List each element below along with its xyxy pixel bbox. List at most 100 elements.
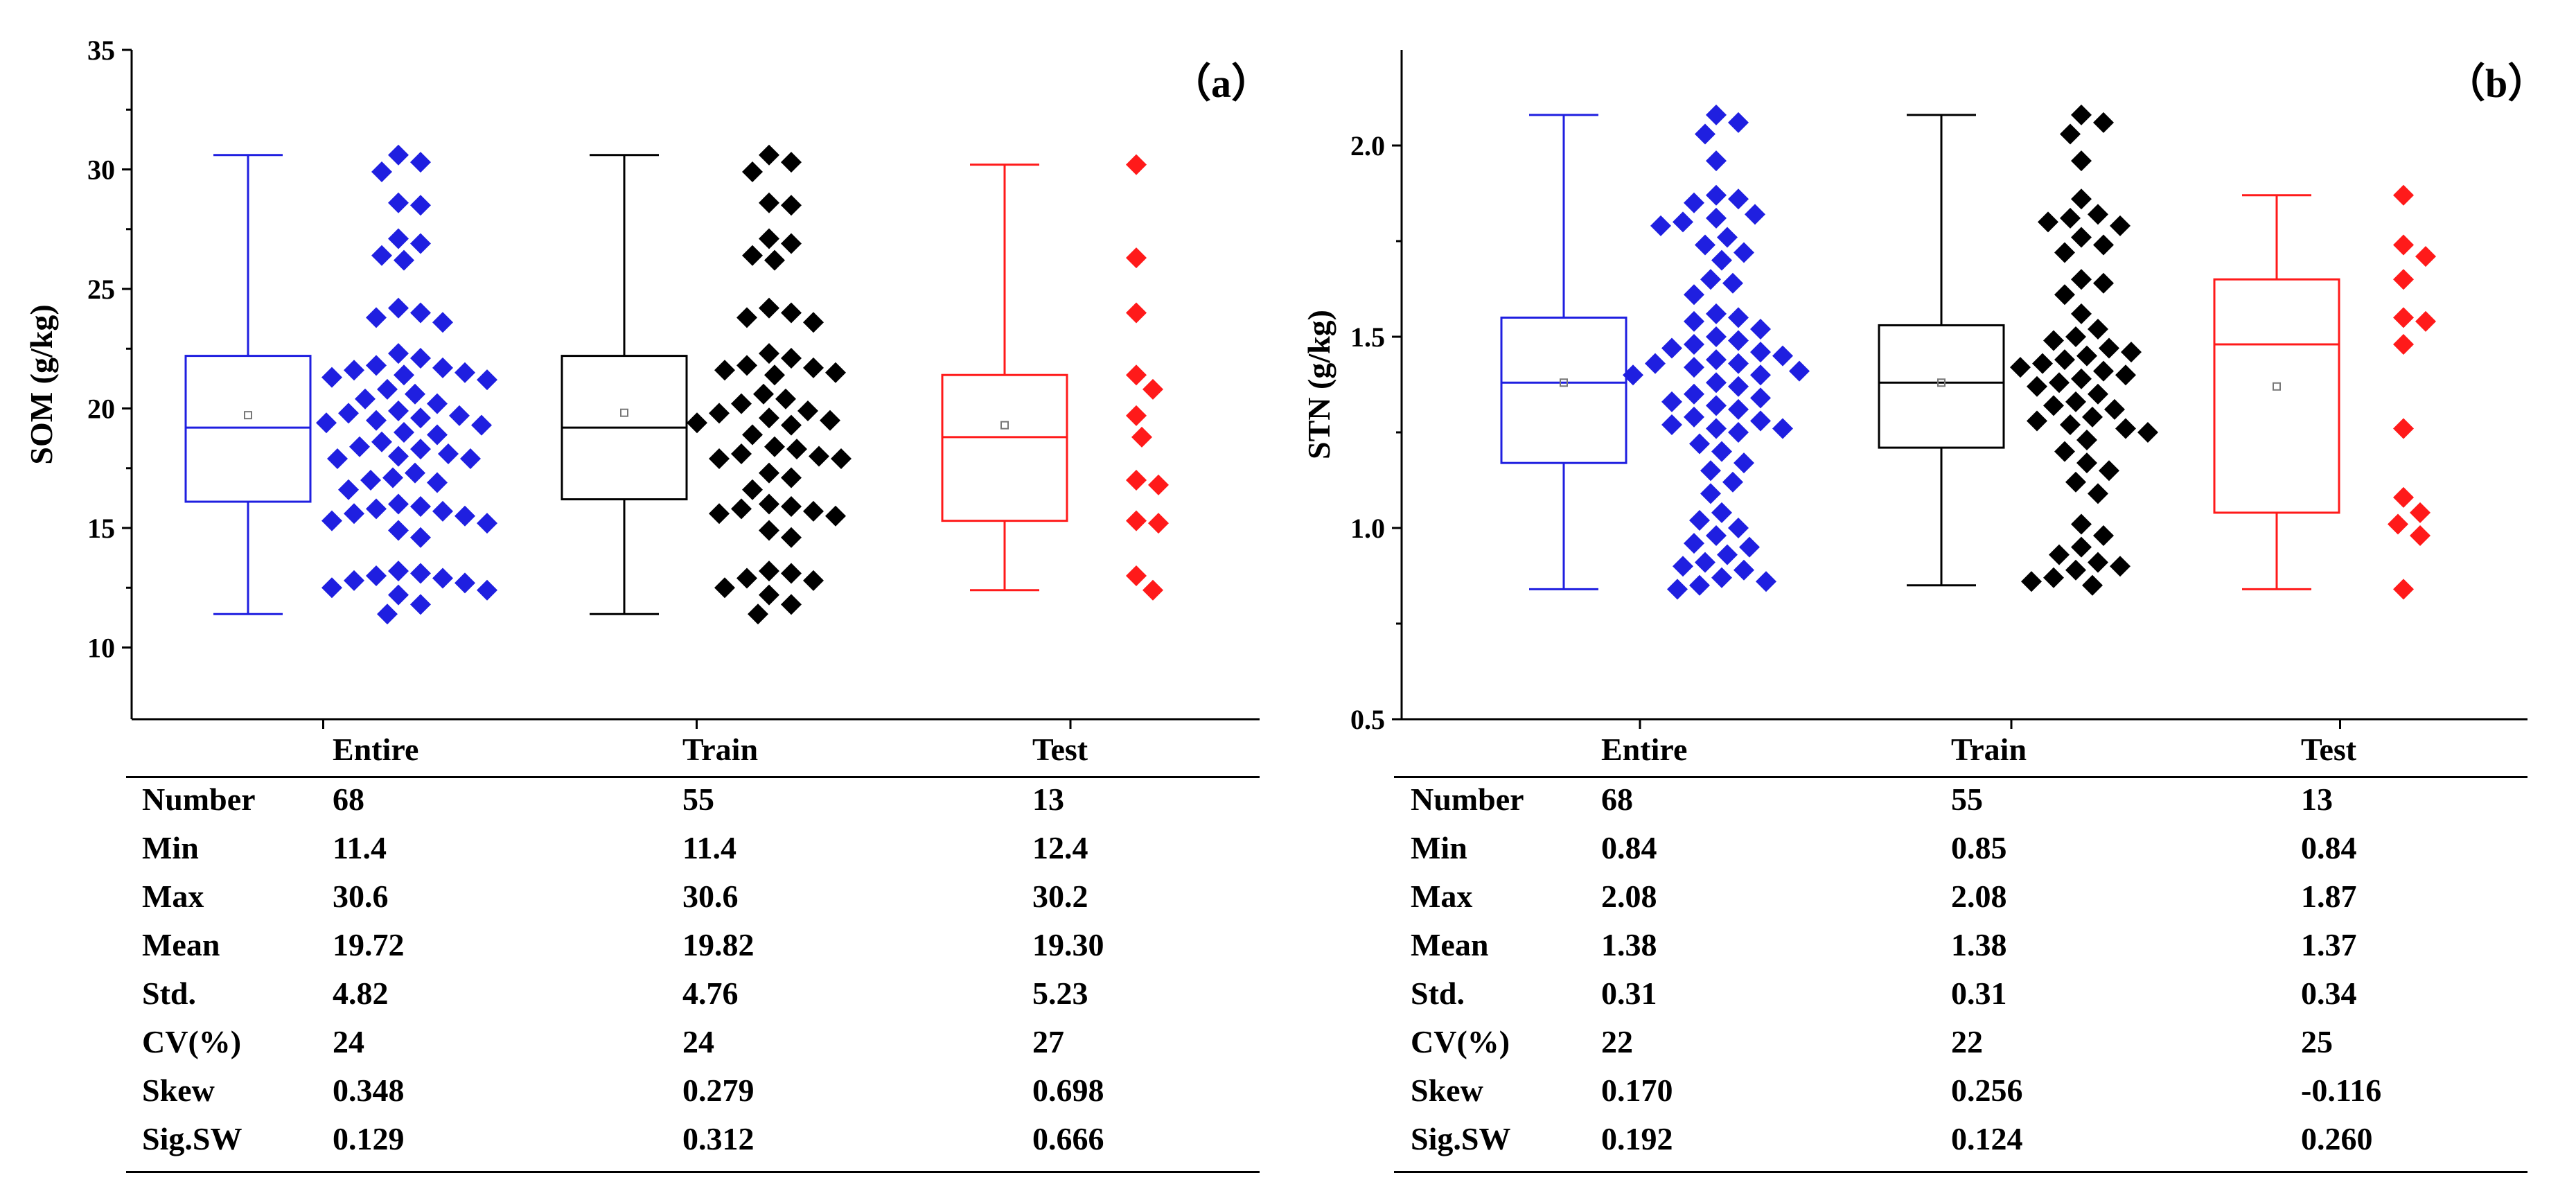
panel-a-table-column-header: Entire [333,732,419,767]
panel-a-table-column-header: Train [682,732,759,767]
panel-b-point-entire [1706,184,1727,206]
panel-a-point-entire [388,297,409,319]
panel-a-point-entire [338,479,359,500]
panel-b-table-corner [1411,724,1601,775]
panel-b-point-entire [1684,310,1704,332]
panel-b-point-train [2065,471,2086,493]
panel-b-point-train [2088,483,2108,504]
panel-a-plot: 10 15 20 25 30 35 SOM (g/kg) （a） [24,35,1271,729]
panel-a-point-train [803,570,824,591]
panel-a-point-train [797,400,818,421]
panel-a-point-train [759,462,779,484]
panel-b-point-train [2071,227,2092,248]
panel-b-chart: 0.5 1.0 1.5 2.0 STN (g/kg) （b） [1301,50,2548,735]
panel-b-point-train [2071,303,2092,324]
panel-a-table-cell: 0.666 [1032,1121,1104,1156]
panel-a-point-entire [477,579,497,601]
panel-a-point-entire [394,422,414,443]
panel-b-point-train [2110,556,2131,577]
panel-a-table-column-header: Test [1032,732,1088,767]
panel-b-table-cell: 68 [1601,782,1633,817]
panel-a-point-entire [410,527,431,548]
panel-a-table-row-label: Sig.SW [142,1121,242,1156]
panel-a-table-cell: 24 [682,1024,714,1059]
panel-b-table-cell: 2.08 [1951,879,2007,914]
panel-a-point-train [764,436,785,457]
panel-b-point-train [2071,368,2092,389]
panel-a-point-train [759,297,779,319]
panel-b-table-row: Sig.SW 0.192 0.124 0.260 [1411,1115,2509,1163]
panel-a-point-entire [460,448,481,469]
panel-b-point-train [2137,422,2158,443]
panel-b-point-entire [1661,337,1682,359]
panel-b-table-cell: 0.256 [1951,1073,2023,1108]
panel-a-point-train [742,479,763,500]
panel-a-y-tick-label: 20 [87,394,115,425]
panel-a-table-cell: 55 [682,782,714,817]
panel-b-point-entire [1667,579,1688,600]
panel-a-table-cell: 12.4 [1032,830,1088,865]
panel-b-point-entire [1673,556,1693,577]
panel-b-table-cell: 0.34 [2301,976,2357,1011]
panel-a-point-entire [427,424,448,446]
panel-b-point-train [2093,112,2114,133]
panel-a-point-entire [388,493,409,515]
panel-a-point-test [1148,474,1169,495]
panel-b-y-tick-label: 1.0 [1350,513,1385,544]
panel-a-point-entire [427,393,448,414]
panel-a-point-entire [388,520,409,541]
panel-b-point-entire [1684,284,1704,306]
panel-b-table-cell: 0.31 [1951,976,2007,1011]
panel-b-point-test [2393,234,2414,256]
panel-b-point-train [2110,215,2131,236]
panel-b-point-entire [1623,364,1643,386]
panel-b-point-entire [1728,398,1749,420]
panel-a-point-train [731,498,752,520]
panel-b-box-entire [1500,316,1627,464]
panel-b-y-tick-label: 0.5 [1350,704,1385,735]
panel-a-point-train [753,383,774,405]
panel-a-point-entire [371,245,392,266]
panel-a-point-test [1126,470,1147,491]
panel-b-point-entire [1733,242,1754,263]
panel-a-table-cell: 0.312 [682,1121,755,1156]
panel-b-point-train [2021,571,2042,592]
panel-a-point-train [759,493,779,515]
panel-a-point-test [1126,565,1147,586]
panel-b-point-entire [1684,334,1704,355]
panel-b-table-cell: 0.124 [1951,1121,2023,1156]
panel-a-table-cell: 30.2 [1032,879,1088,914]
panel-a-point-test [1143,579,1163,601]
panel-a-point-train [831,448,852,469]
panel-a-point-train [731,393,752,414]
panel-a-point-entire [394,364,414,386]
panel-b-table-cell: 1.38 [1951,927,2007,962]
panel-a-point-train [809,446,829,467]
panel-b-point-train [2043,330,2064,351]
panel-b-point-train [2065,391,2086,412]
panel-b-table-row-label: Std. [1411,976,1465,1011]
panel-b-point-train [2032,353,2053,374]
panel-b-point-train [2088,318,2108,340]
panel-b-point-entire [1684,533,1704,554]
panel-a-table-top-rule [126,776,1260,778]
panel-a-table-row-label: CV(%) [142,1024,242,1059]
panel-b-point-train [2054,349,2075,371]
panel-b-point-train [2043,395,2064,416]
panel-b-table-top-rule [1394,776,2528,778]
panel-a-y-tick-label: 35 [87,35,115,66]
panel-a-point-entire [455,505,475,527]
panel-b-table-row-label: Sig.SW [1411,1121,1511,1156]
panel-a-point-train [825,505,846,527]
panel-a-table-cell: 30.6 [333,879,389,914]
panel-a-point-entire [477,369,497,391]
panel-a-point-entire [371,431,392,452]
panel-a-point-train [731,443,752,465]
panel-a-point-entire [410,302,431,324]
panel-a-point-entire [432,500,453,522]
panel-b-point-entire [1700,269,1721,290]
panel-a-table-row: Sig.SW 0.129 0.312 0.666 [142,1115,1240,1163]
panel-b-point-entire [1689,574,1710,596]
panel-a-point-entire [410,495,431,517]
panel-b-point-train [2093,272,2114,294]
